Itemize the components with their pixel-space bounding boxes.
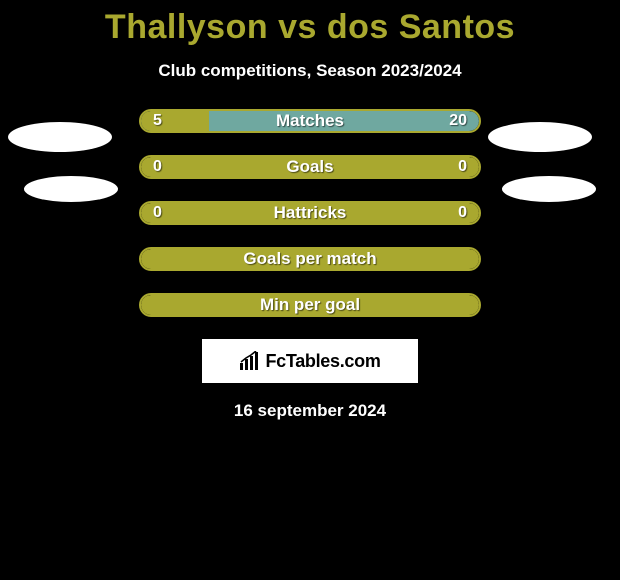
stat-label: Goals xyxy=(141,157,479,177)
stat-label: Min per goal xyxy=(141,295,479,315)
stat-label: Matches xyxy=(141,111,479,131)
chart-icon xyxy=(239,351,261,371)
stat-bar: Min per goal xyxy=(139,293,481,317)
right-marker-bottom xyxy=(502,176,596,202)
page-title: Thallyson vs dos Santos xyxy=(0,0,620,47)
stat-bar: Goals per match xyxy=(139,247,481,271)
left-marker-bottom xyxy=(24,176,118,202)
stat-bar: 00Goals xyxy=(139,155,481,179)
stat-label: Goals per match xyxy=(141,249,479,269)
stat-bar: 00Hattricks xyxy=(139,201,481,225)
subtitle: Club competitions, Season 2023/2024 xyxy=(0,61,620,81)
fctables-logo[interactable]: FcTables.com xyxy=(202,339,418,383)
stat-bar: 520Matches xyxy=(139,109,481,133)
date-text: 16 september 2024 xyxy=(0,401,620,421)
logo-text: FcTables.com xyxy=(265,351,380,372)
right-marker-top xyxy=(488,122,592,152)
stat-label: Hattricks xyxy=(141,203,479,223)
left-marker-top xyxy=(8,122,112,152)
